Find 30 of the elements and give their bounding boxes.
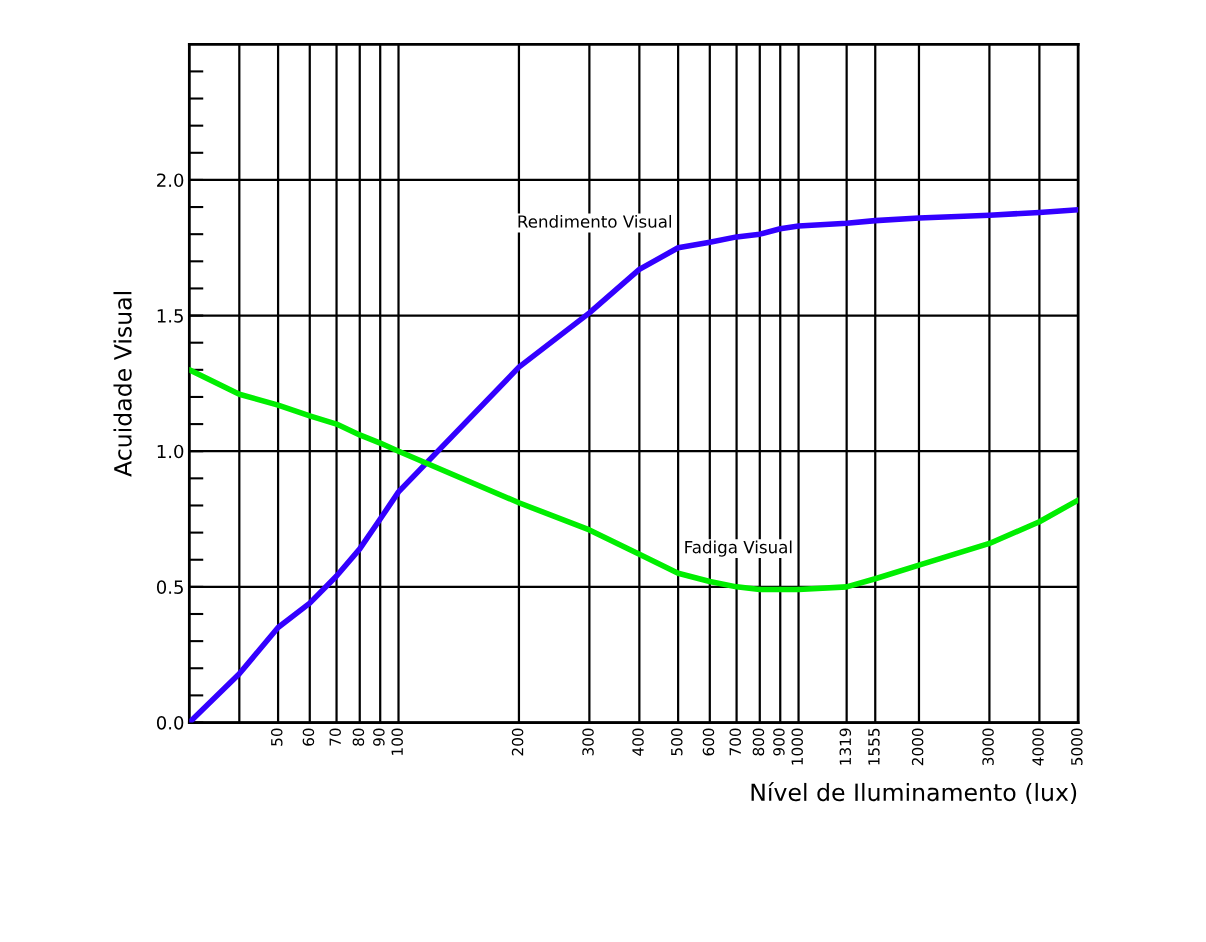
- x-tick-label: 800: [752, 728, 765, 756]
- x-tick-label: 400: [632, 728, 644, 756]
- x-tick-label: 100: [391, 728, 403, 755]
- y-tick-label: 1.0: [157, 444, 184, 459]
- x-tick-label: 2000: [911, 728, 924, 766]
- series-label: Rendimento Visual: [518, 214, 672, 228]
- y-tick-label: 0.0: [156, 715, 184, 730]
- x-tick-label: 90: [373, 728, 385, 746]
- x-tick-label: 60: [302, 728, 315, 746]
- x-tick-label: 3000: [982, 728, 994, 766]
- series-label: Fadiga Visual: [685, 540, 792, 557]
- x-tick-label: 4000: [1032, 728, 1044, 766]
- x-tick-label: 5000: [1071, 728, 1083, 766]
- x-tick-label: 600: [702, 728, 715, 756]
- x-tick-label: 80: [352, 728, 365, 746]
- x-tick-label: 700: [729, 728, 742, 756]
- x-tick-label: 1319: [839, 728, 852, 765]
- x-tick-label: 500: [671, 728, 683, 756]
- x-tick-label: 300: [582, 728, 594, 756]
- y-tick-label: 2.0: [157, 173, 184, 188]
- x-tick-label: 900: [773, 728, 785, 756]
- x-tick-label: 1555: [868, 728, 880, 765]
- y-tick-label: 1.5: [157, 309, 183, 323]
- y-tick-label: 0.5: [156, 580, 183, 594]
- x-tick-label: 50: [270, 728, 283, 746]
- x-tick-label: 1000: [791, 728, 803, 765]
- x-axis-title: Nível de Iluminamento (lux): [751, 781, 1077, 804]
- x-tick-label: 200: [511, 728, 524, 756]
- y-axis-title: Acuidade Visual: [113, 292, 132, 477]
- x-tick-label: 70: [329, 728, 341, 746]
